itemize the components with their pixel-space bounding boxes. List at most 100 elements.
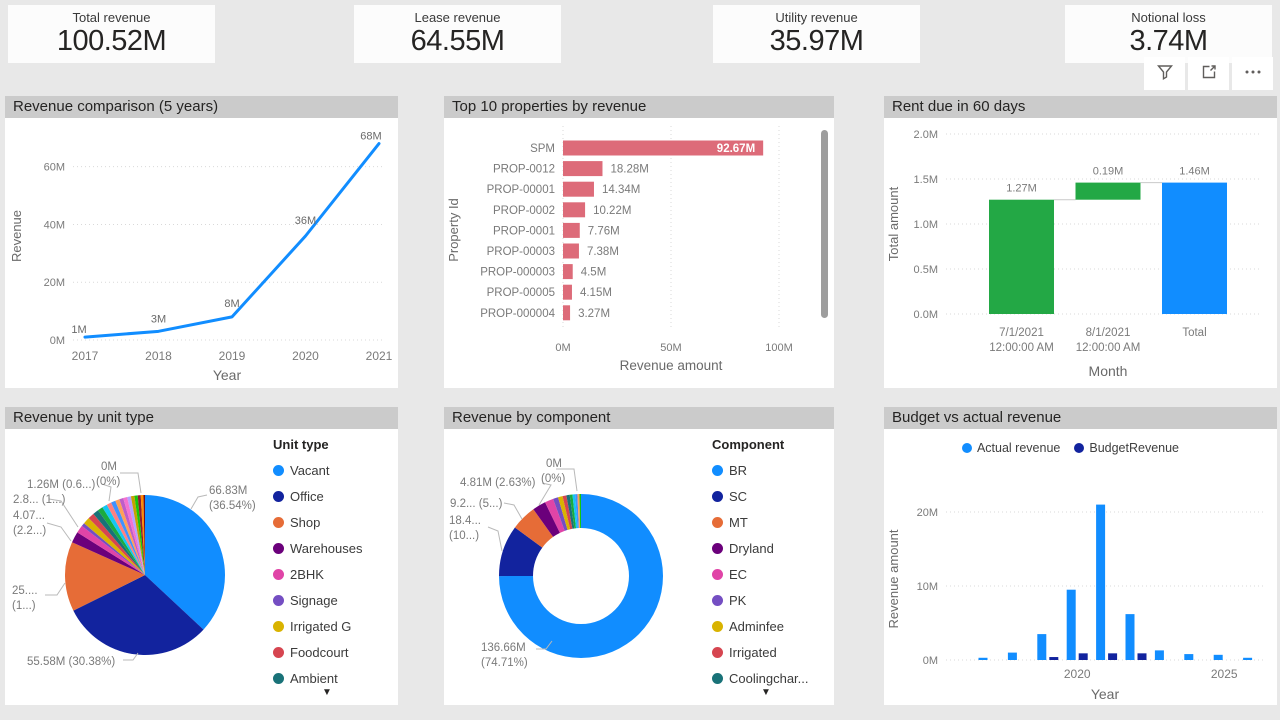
legend-item-irrigated-g[interactable]: Irrigated G: [273, 613, 363, 639]
slice-small-9[interactable]: [119, 498, 145, 575]
legend-item-shop[interactable]: Shop: [273, 509, 363, 535]
donut-chart-body[interactable]: 0M (0%) 4.81M (2.63%) 9.2... (5...) 18.4…: [444, 429, 834, 705]
data-label: 8M: [224, 298, 239, 310]
waterfall-chart-body[interactable]: 0.0M 0.5M 1.0M 1.5M 2.0M 1.27M 0.19M 1.46M 7/1/2…: [884, 118, 1277, 388]
pie-callout: 66.83M (36.54%): [209, 485, 256, 512]
column-budgetrevenue[interactable]: [1078, 653, 1088, 660]
slice-small-2[interactable]: [88, 513, 145, 575]
slice-small-13[interactable]: [134, 495, 145, 575]
filter-button[interactable]: [1144, 57, 1185, 90]
column-budgetrevenue[interactable]: [1049, 657, 1059, 660]
legend-item-sc[interactable]: SC: [712, 483, 809, 509]
column-budgetrevenue[interactable]: [1108, 653, 1118, 660]
slice-BR[interactable]: [499, 494, 663, 658]
pie-chart-body[interactable]: 0M (0%) 66.83M (36.54%) 1.26M (0.6...) 2…: [5, 429, 398, 705]
column-actual-revenue[interactable]: [1125, 614, 1135, 660]
slice-small-4[interactable]: [577, 494, 581, 529]
slice-Vacant[interactable]: [145, 495, 225, 630]
slice-small-8[interactable]: [115, 499, 145, 575]
line-chart-body[interactable]: 0M 20M 40M 60M 1M 3M 8M 36M 68M 2017 2018 2019 2020 2…: [5, 118, 398, 388]
slice-small-16[interactable]: [143, 495, 145, 575]
y-tick-label: 2.0M: [914, 129, 938, 141]
column-actual-revenue[interactable]: [1184, 654, 1194, 660]
legend-label: BudgetRevenue: [1089, 441, 1180, 455]
slice-Shop[interactable]: [65, 542, 145, 611]
legend-label: Foodcourt: [290, 644, 349, 660]
legend-item-signage[interactable]: Signage: [273, 587, 363, 613]
legend-item-dryland[interactable]: Dryland: [712, 535, 809, 561]
legend-item-coolingchar-[interactable]: Coolingchar...: [712, 665, 809, 691]
column-actual-revenue[interactable]: [1243, 657, 1253, 660]
waterfall-bar: [989, 199, 1054, 314]
legend-label: SC: [729, 488, 748, 504]
slice-small-1[interactable]: [569, 494, 577, 529]
y-tick-label: 1.0M: [914, 219, 938, 231]
legend-item-ec[interactable]: EC: [712, 561, 809, 587]
slice-2BHK[interactable]: [77, 525, 145, 575]
slice-Warehouses[interactable]: [72, 532, 145, 575]
legend-item-br[interactable]: BR: [712, 457, 809, 483]
more-options-button[interactable]: [1232, 57, 1273, 90]
slice-Coolingchar[interactable]: [566, 494, 575, 529]
slice-small-15[interactable]: [140, 495, 145, 575]
slice-small-12[interactable]: [130, 495, 145, 575]
column-actual-revenue[interactable]: [978, 657, 988, 660]
legend-item-vacant[interactable]: Vacant: [273, 457, 363, 483]
slice-small-3[interactable]: [575, 494, 579, 529]
bar-chart-body[interactable]: 0M 50M 100M SPM 92.67M PROP-0012 18.28M PROP-00…: [444, 118, 834, 388]
y-tick-label: 60M: [44, 162, 65, 174]
slice-small-11[interactable]: [127, 496, 145, 575]
slice-SC[interactable]: [499, 527, 543, 577]
slice-EC[interactable]: [545, 498, 565, 533]
legend-item-2bhk[interactable]: 2BHK: [273, 561, 363, 587]
slice-small-7[interactable]: [111, 500, 145, 575]
slice-small-5[interactable]: [102, 504, 145, 575]
slice-small-4[interactable]: [97, 507, 145, 575]
legend-item-pk[interactable]: PK: [712, 587, 809, 613]
column-actual-revenue[interactable]: [1007, 652, 1017, 660]
data-label: 92.67M: [717, 143, 755, 155]
column-actual-revenue[interactable]: [1154, 650, 1164, 660]
slice-Signage[interactable]: [81, 523, 145, 575]
revenue-line: [83, 142, 381, 339]
kpi-label: Utility revenue: [775, 10, 858, 25]
legend-item-irrigated[interactable]: Irrigated: [712, 639, 809, 665]
data-label: 3M: [151, 313, 166, 325]
slice-small-6[interactable]: [106, 502, 145, 575]
legend-label: Warehouses: [290, 540, 363, 556]
legend-item-budgetrevenue[interactable]: BudgetRevenue: [1074, 441, 1179, 455]
focus-mode-button[interactable]: [1188, 57, 1229, 90]
column-actual-revenue[interactable]: [1096, 504, 1106, 660]
column-chart-body[interactable]: Actual revenue BudgetRevenue 0M 10M 20M 2020…: [884, 429, 1277, 705]
legend-label: Office: [290, 488, 324, 504]
slice-Adminfee[interactable]: [558, 496, 571, 530]
column-actual-revenue[interactable]: [1037, 634, 1047, 660]
slice-MT[interactable]: [514, 509, 554, 548]
column-budgetrevenue[interactable]: [1137, 653, 1147, 660]
y-tick-label: 0.0M: [914, 309, 938, 321]
legend-item-foodcourt[interactable]: Foodcourt: [273, 639, 363, 665]
slice-Dryland[interactable]: [533, 502, 560, 537]
kpi-value: 100.52M: [56, 25, 167, 57]
slice-small-3[interactable]: [93, 510, 145, 575]
legend-item-mt[interactable]: MT: [712, 509, 809, 535]
scrollbar-thumb[interactable]: [821, 130, 828, 318]
pie-callout: 0M (0%): [96, 461, 121, 488]
legend-item-actual-revenue[interactable]: Actual revenue: [961, 441, 1060, 455]
slice-small-14[interactable]: [137, 495, 145, 575]
slice-Irrigated[interactable]: [562, 495, 573, 530]
slice-small-5[interactable]: [579, 494, 581, 529]
slice-PK[interactable]: [553, 497, 568, 531]
slice-small-10[interactable]: [123, 497, 145, 575]
legend-scroll-down-icon[interactable]: ▼: [322, 687, 332, 698]
slice-Office[interactable]: [73, 575, 204, 655]
slice-small-1[interactable]: [84, 518, 145, 575]
legend-item-warehouses[interactable]: Warehouses: [273, 535, 363, 561]
legend-item-office[interactable]: Office: [273, 483, 363, 509]
legend-item-adminfee[interactable]: Adminfee: [712, 613, 809, 639]
legend-scroll-down-icon[interactable]: ▼: [761, 687, 771, 698]
slice-small-2[interactable]: [572, 494, 578, 529]
legend-item-ambient[interactable]: Ambient: [273, 665, 363, 691]
column-actual-revenue[interactable]: [1213, 654, 1223, 660]
column-actual-revenue[interactable]: [1066, 589, 1076, 660]
